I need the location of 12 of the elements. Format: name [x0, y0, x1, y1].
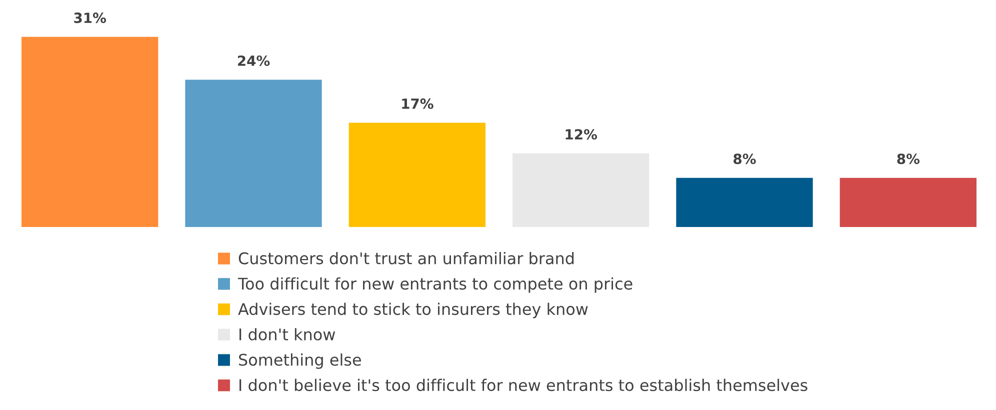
legend-label: I don't believe it's too difficult for new entrants to establish themselves [240, 378, 808, 392]
legend-label: I don't know [240, 328, 336, 340]
data-label: 12% [566, 129, 598, 140]
legend-label: Advisers tend to stick to insurers they know [238, 302, 588, 318]
legend-label: Something else [239, 353, 361, 369]
data-label: 31% [74, 12, 106, 24]
data-label: 8% [734, 154, 756, 164]
legend-label: Customers don't trust an unfamiliar brand [238, 252, 574, 264]
data-label: 24% [238, 55, 270, 66]
data-label: 17% [402, 98, 434, 109]
legend-label: Too difficult for new entrants to compete on price [238, 277, 632, 293]
data-label: 8% [897, 154, 920, 164]
